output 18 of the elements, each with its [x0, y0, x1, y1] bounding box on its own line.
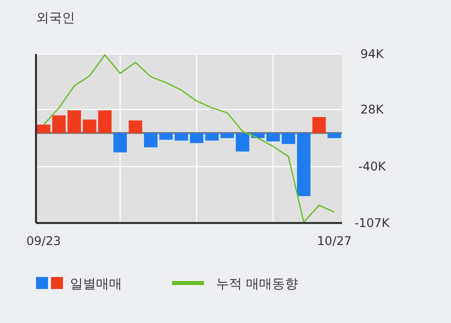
bar: [128, 120, 142, 134]
bar: [220, 133, 234, 138]
y-tick-label: -107K: [354, 216, 391, 230]
bar: [312, 117, 326, 134]
y-tick-label: -40K: [358, 160, 387, 174]
y-tick-label: 94K: [360, 47, 385, 61]
x-tick-label: 09/23: [26, 234, 61, 248]
bar: [113, 133, 127, 152]
legend-label: 누적 매매동향: [216, 277, 298, 292]
x-tick-label: 10/27: [317, 234, 352, 248]
legend-label: 일별매매: [70, 277, 122, 292]
bar: [328, 133, 342, 138]
line-series: [43, 54, 335, 223]
bar: [297, 133, 310, 196]
bar: [68, 110, 81, 134]
bar: [144, 133, 158, 148]
chart-title: 외국인: [36, 11, 75, 26]
y-tick-label: 28K: [360, 102, 385, 116]
